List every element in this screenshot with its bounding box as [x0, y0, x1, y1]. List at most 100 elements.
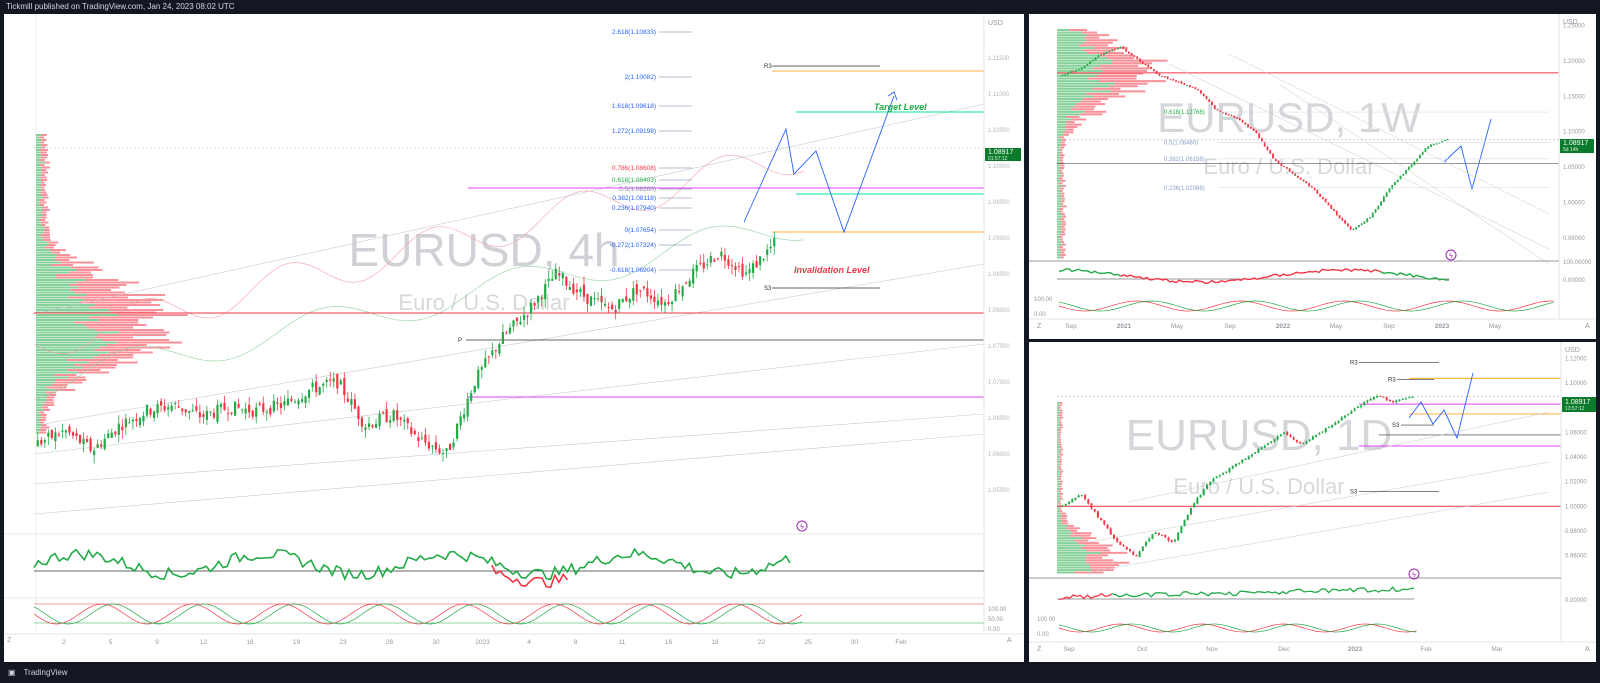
- candle: [1172, 79, 1175, 81]
- profile-bar: [40, 154, 48, 156]
- profile-bar: [1057, 546, 1082, 549]
- candle: [43, 440, 46, 443]
- profile-bar: [36, 299, 84, 301]
- candle: [1069, 71, 1072, 74]
- candle: [1269, 150, 1272, 154]
- profile-bar: [36, 421, 41, 424]
- candles: [36, 231, 776, 464]
- candle: [1122, 46, 1125, 49]
- profile-bar: [1057, 433, 1059, 436]
- profile-bar: [36, 216, 42, 219]
- chart-panel-1w[interactable]: EURUSD, 1W Euro / U.S. Dollar 0.618(1.12…: [1029, 14, 1596, 339]
- profile-bar: [1084, 110, 1107, 113]
- candle: [420, 437, 423, 439]
- profile-bar: [1057, 465, 1059, 468]
- profile-bar: [94, 349, 141, 351]
- indicator-line: [33, 547, 791, 582]
- candle: [519, 321, 522, 325]
- profile-bar: [85, 279, 119, 281]
- profile-bar: [73, 321, 139, 324]
- profile-bar: [1057, 54, 1097, 57]
- candle: [128, 422, 131, 424]
- pivot-label: S3: [764, 286, 772, 292]
- candle: [441, 453, 445, 455]
- footer-brand[interactable]: TradingView: [23, 668, 68, 677]
- profile-bar: [1084, 36, 1100, 39]
- profile-bar: [1057, 414, 1059, 417]
- profile-bar: [56, 276, 93, 279]
- svg-text:ϟ: ϟ: [800, 524, 804, 531]
- candle: [107, 433, 110, 438]
- candle: [1395, 400, 1398, 403]
- profile-bar: [1057, 446, 1061, 449]
- profile-bar: [1057, 59, 1113, 62]
- profile-bar: [1061, 522, 1069, 525]
- profile-bar: [1059, 500, 1061, 503]
- candle: [551, 278, 554, 281]
- zoom-icon-weekly[interactable]: Z: [1037, 323, 1042, 330]
- profile-bar: [39, 199, 45, 201]
- flash-icon-weekly[interactable]: [1445, 249, 1457, 261]
- candle: [677, 291, 681, 293]
- profile-bar: [1057, 146, 1061, 149]
- profile-bar: [1059, 431, 1062, 434]
- candle: [1305, 441, 1308, 444]
- profile-bar: [1057, 233, 1061, 236]
- chart-svg-4h[interactable]: EURUSD, 4h Euro / U.S. Dollar R3 P S3 2.61…: [4, 14, 1024, 662]
- profile-bar: [41, 186, 45, 189]
- fib-label: 0.382(1.06156): [1164, 157, 1205, 163]
- watermark-symbol-weekly: EURUSD, 1W: [1157, 94, 1421, 141]
- profile-bar: [108, 309, 164, 311]
- zoom-icon[interactable]: Z: [7, 637, 12, 644]
- price-tick: 1.05500: [988, 488, 1010, 494]
- candle: [1208, 99, 1211, 103]
- zoom-icon-daily[interactable]: Z: [1037, 646, 1042, 653]
- fib-label: 0.786(1.08608): [612, 165, 656, 172]
- profile-bar: [1057, 80, 1099, 83]
- profile-bar: [1060, 149, 1063, 152]
- candle: [1410, 164, 1413, 168]
- channel-line: [1128, 411, 1550, 503]
- candle: [1068, 501, 1071, 504]
- profile-bar: [1057, 72, 1101, 75]
- candle: [1241, 120, 1244, 123]
- profile-bar: [45, 391, 57, 394]
- time-tick: 22: [758, 639, 766, 646]
- candle: [618, 299, 621, 309]
- profile-bar: [1057, 131, 1064, 134]
- profile-bar: [77, 286, 120, 289]
- profile-bar: [36, 326, 88, 329]
- profile-bar: [1062, 215, 1067, 218]
- candle: [494, 350, 497, 352]
- profile-bar: [1057, 49, 1084, 52]
- auto-scale-icon[interactable]: A: [1007, 637, 1012, 644]
- candle: [290, 398, 293, 402]
- candle: [1164, 534, 1167, 538]
- profile-bar: [36, 191, 41, 194]
- flash-icon[interactable]: [796, 520, 808, 532]
- flash-icon-daily[interactable]: [1408, 568, 1420, 580]
- auto-scale-icon-weekly[interactable]: A: [1585, 323, 1590, 330]
- chart-panel-1d[interactable]: EURUSD, 1D Euro / U.S. Dollar R3 R3 S3 S3 U…: [1029, 342, 1596, 662]
- profile-bar: [1057, 500, 1060, 503]
- osc-line: [1058, 623, 1417, 633]
- price-tick: 1.10000: [1565, 381, 1587, 387]
- profile-bar: [44, 229, 50, 231]
- candle: [670, 301, 674, 305]
- profile-bar: [1057, 110, 1085, 113]
- profile-bar: [36, 334, 98, 336]
- profile-bar: [42, 214, 47, 216]
- profile-bar: [1059, 411, 1063, 414]
- chart-panel-4h[interactable]: EURUSD, 4h Euro / U.S. Dollar R3 P S3 2.61…: [4, 14, 1024, 662]
- candle: [1372, 396, 1375, 400]
- candle: [1366, 400, 1369, 403]
- profile-bar: [36, 206, 43, 209]
- price-tick: 1.12000: [1565, 357, 1587, 363]
- profile-bar: [1060, 172, 1064, 175]
- auto-scale-icon-daily[interactable]: A: [1585, 646, 1590, 653]
- candle: [258, 403, 261, 405]
- chart-svg-1w[interactable]: EURUSD, 1W Euro / U.S. Dollar 0.618(1.12…: [1029, 14, 1596, 339]
- candle: [529, 302, 533, 314]
- candle: [751, 263, 755, 273]
